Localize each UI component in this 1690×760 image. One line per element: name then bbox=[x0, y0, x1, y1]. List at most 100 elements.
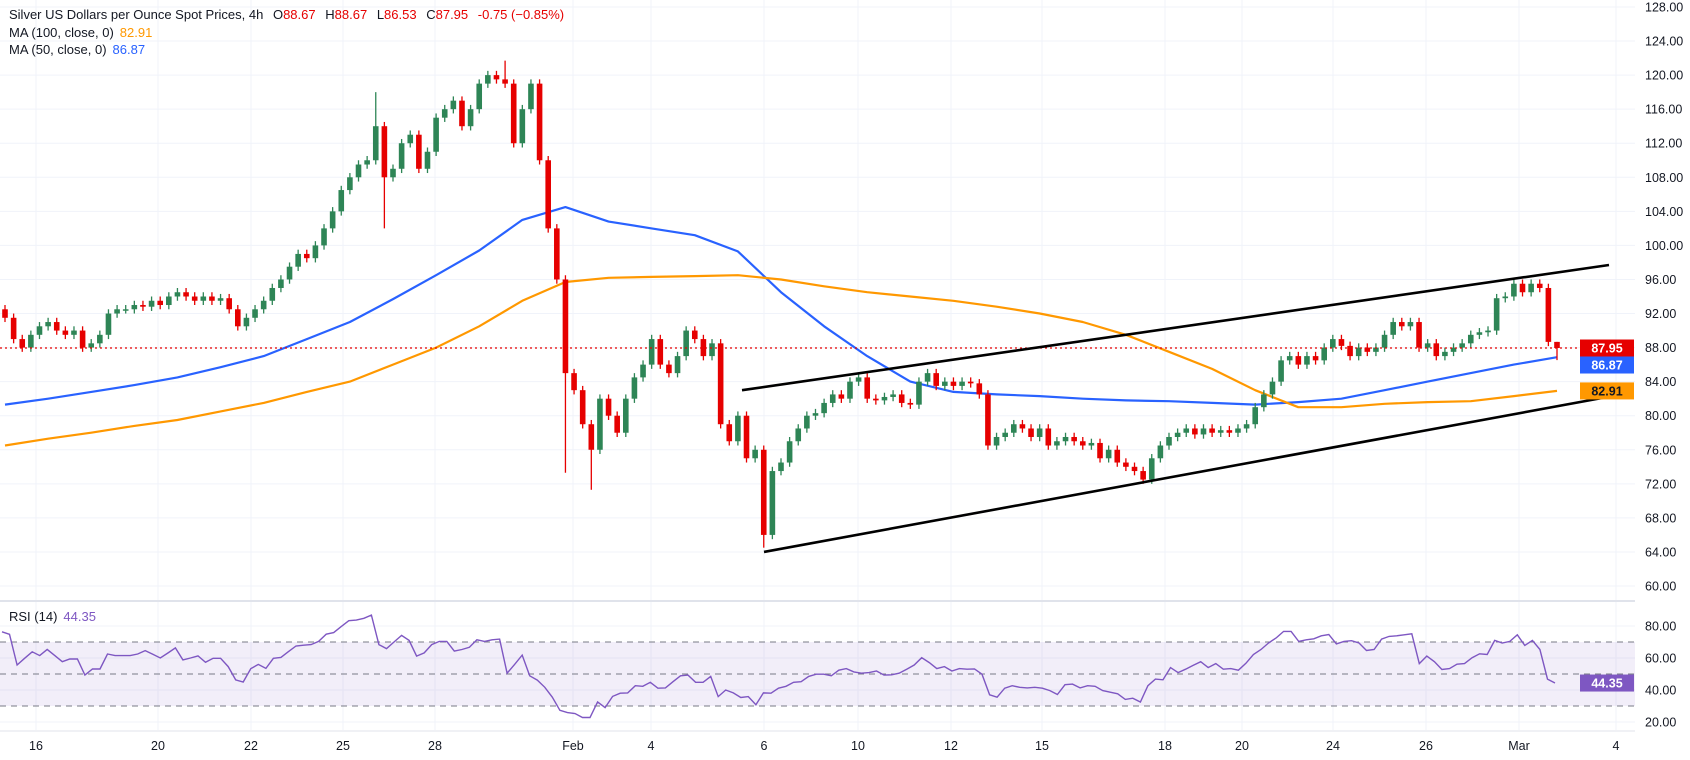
candle-body bbox=[536, 83, 543, 161]
candle-body bbox=[10, 317, 17, 340]
price-tick-label: 124.00 bbox=[1645, 35, 1683, 49]
candle bbox=[1373, 343, 1379, 357]
axes[interactable]: 60.00 64.00 68.00 72.00 76.00 80.00 84.00 88.00… bbox=[29, 0, 1690, 760]
candle-body bbox=[1450, 347, 1457, 352]
candle-body bbox=[493, 75, 500, 80]
candle bbox=[390, 164, 396, 182]
legend-rsi[interactable]: RSI (14) 44.35 bbox=[9, 609, 96, 625]
candle-body bbox=[1321, 347, 1327, 361]
candle bbox=[381, 121, 388, 229]
candle-body bbox=[1399, 322, 1405, 327]
time-tick-label: 18 bbox=[1158, 739, 1172, 753]
candle bbox=[1079, 436, 1086, 450]
candle-body bbox=[269, 287, 276, 301]
candle-body bbox=[993, 436, 1000, 446]
trendlines[interactable] bbox=[741, 263, 1618, 554]
candle-body bbox=[700, 339, 707, 357]
candle bbox=[493, 70, 500, 84]
candle-body bbox=[605, 398, 612, 416]
time-tick-label: 28 bbox=[428, 739, 442, 753]
candle bbox=[769, 466, 776, 540]
candle bbox=[1226, 425, 1233, 437]
candle-body bbox=[303, 253, 310, 259]
candle-body bbox=[1105, 449, 1112, 459]
candle-body bbox=[1416, 322, 1422, 348]
candle-body bbox=[174, 292, 181, 297]
candle bbox=[631, 373, 638, 403]
candle bbox=[97, 330, 103, 348]
candle bbox=[407, 130, 414, 148]
candle bbox=[1054, 436, 1060, 450]
candle-body bbox=[355, 164, 362, 178]
time-tick-label: 25 bbox=[336, 739, 350, 753]
candle-body bbox=[235, 309, 241, 327]
candle-body bbox=[683, 330, 689, 357]
legend-main: Silver US Dollars per Ounce Spot Prices,… bbox=[9, 7, 564, 23]
candle-body bbox=[2, 309, 8, 318]
candle bbox=[985, 390, 991, 450]
candle-body bbox=[459, 100, 465, 127]
symbol-title[interactable]: Silver US Dollars per Ounce Spot Prices,… bbox=[9, 7, 264, 22]
candle bbox=[683, 326, 689, 361]
candle bbox=[855, 373, 862, 386]
time-tick-label: 20 bbox=[1235, 739, 1249, 753]
candle-body bbox=[1157, 445, 1164, 459]
candle bbox=[476, 79, 483, 114]
candle-body bbox=[1252, 407, 1259, 425]
candle-body bbox=[847, 381, 853, 399]
time-tick-label: 20 bbox=[151, 739, 165, 753]
candle-body bbox=[873, 398, 879, 401]
ma100-badge: 82.91 bbox=[1580, 382, 1634, 400]
candle bbox=[1502, 292, 1509, 303]
candle-body bbox=[579, 390, 586, 425]
candle bbox=[786, 436, 793, 467]
candle-body bbox=[786, 441, 793, 463]
candle-body bbox=[1424, 343, 1431, 348]
candle-body bbox=[1528, 283, 1534, 293]
candle-body bbox=[476, 83, 483, 110]
moving-averages bbox=[4, 206, 1558, 447]
candle bbox=[778, 458, 784, 476]
candle bbox=[19, 334, 26, 352]
candle-body bbox=[933, 373, 939, 386]
candle bbox=[416, 130, 422, 174]
legend-ma100[interactable]: MA (100, close, 0) 82.91 bbox=[9, 25, 152, 41]
candle bbox=[864, 373, 871, 403]
candle-body bbox=[381, 126, 388, 178]
candle-body bbox=[467, 109, 474, 127]
candle-body bbox=[942, 381, 948, 386]
candle-body bbox=[1174, 432, 1181, 437]
legend-ma50[interactable]: MA (50, close, 0) 86.87 bbox=[9, 42, 145, 58]
candle-body bbox=[1148, 458, 1155, 480]
candle-body bbox=[131, 305, 138, 310]
candle-body bbox=[510, 83, 517, 144]
candle bbox=[1493, 293, 1500, 335]
candle-body bbox=[416, 134, 422, 169]
candle-body bbox=[372, 126, 379, 161]
time-tick-label: 4 bbox=[1613, 739, 1620, 753]
candle bbox=[1071, 432, 1077, 446]
candle bbox=[1045, 424, 1052, 450]
candle-body bbox=[735, 415, 741, 442]
candle-body bbox=[114, 309, 120, 314]
candle-body bbox=[1433, 343, 1440, 357]
candle-body bbox=[1183, 428, 1190, 433]
candle-body bbox=[71, 330, 77, 335]
candle bbox=[1511, 279, 1517, 301]
candle bbox=[528, 79, 534, 114]
rsi-badge-bg bbox=[1580, 674, 1634, 692]
candle-body bbox=[1364, 347, 1371, 352]
candle bbox=[148, 296, 155, 311]
candle bbox=[1545, 283, 1552, 347]
candle-body bbox=[97, 334, 103, 344]
candle-body bbox=[441, 109, 448, 118]
price-axis bbox=[1635, 0, 1690, 760]
candle-body bbox=[312, 245, 319, 259]
change-value: -0.75 (−0.85%) bbox=[477, 7, 565, 22]
candle-body bbox=[959, 381, 965, 386]
high-value: 88.67 bbox=[334, 7, 368, 22]
candle-body bbox=[890, 394, 896, 397]
candle-body bbox=[45, 322, 51, 327]
rsi-value: 44.35 bbox=[63, 609, 96, 624]
